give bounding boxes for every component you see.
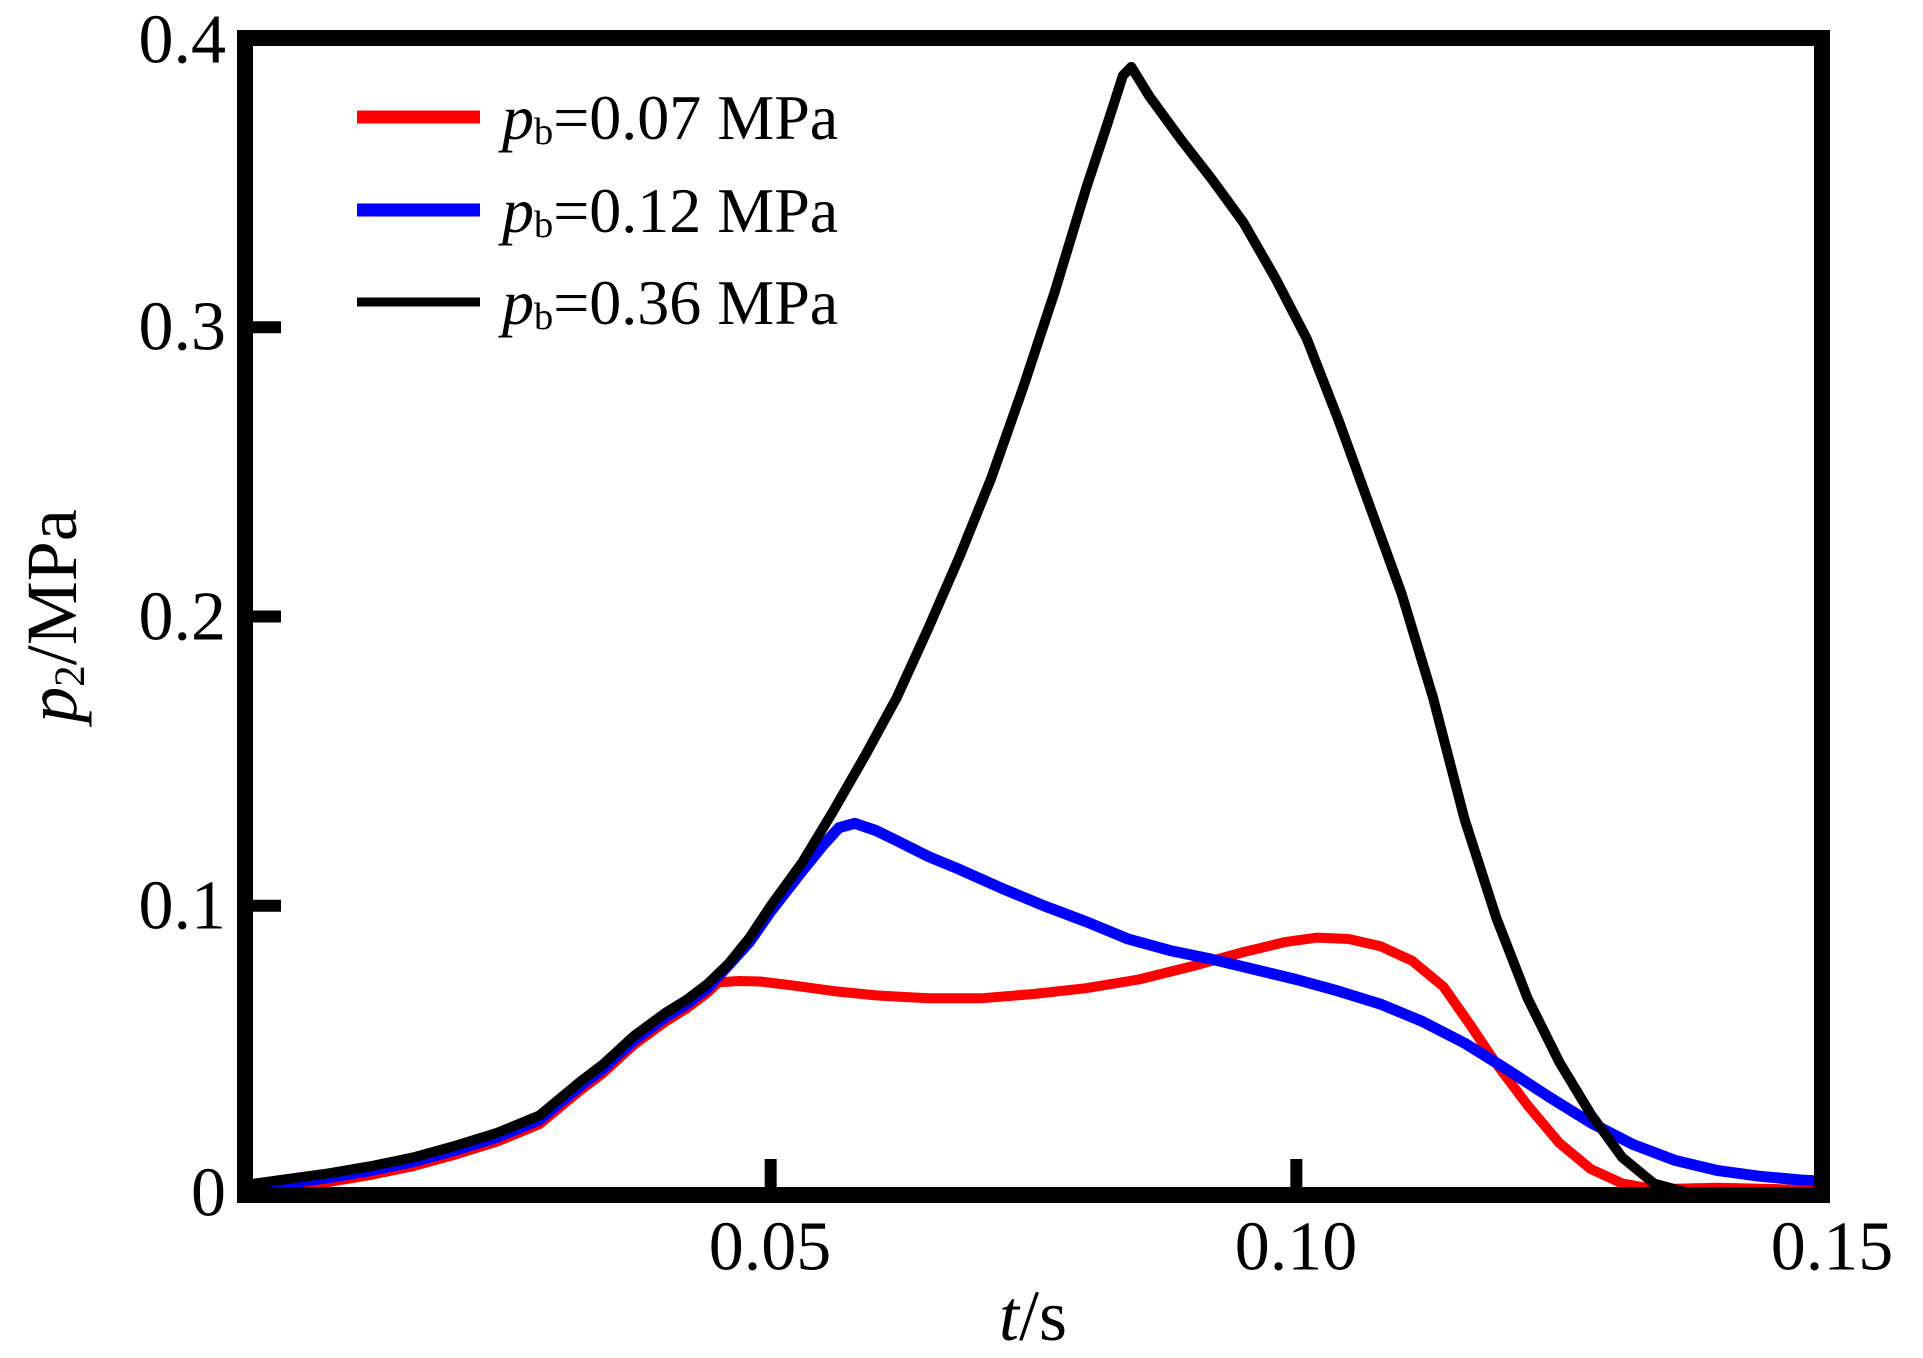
- y-tick-label-0.2: 0.2: [139, 579, 227, 656]
- y-tick-label-0.3: 0.3: [139, 289, 227, 366]
- legend-item-pb-0.12: pb=0.12 MPa: [357, 175, 838, 247]
- x-axis-title: t/s: [999, 1276, 1067, 1356]
- legend-item-pb-0.36: pb=0.36 MPa: [357, 267, 838, 339]
- y-tick-label-0.4: 0.4: [139, 2, 227, 79]
- legend-item-pb-0.07: pb=0.07 MPa: [357, 82, 838, 154]
- tick-marks: [252, 321, 1303, 1188]
- series-line-pb-0.07: [240, 932, 1827, 1199]
- y-tick-label-0.1: 0.1: [139, 868, 227, 945]
- y-axis-title: p2/MPa: [12, 509, 94, 728]
- legend: pb=0.07 MPa pb=0.12 MPa pb=0.36 MPa: [357, 82, 838, 339]
- x-tick-label-0.10: 0.10: [1235, 1209, 1358, 1286]
- legend-label: pb=0.36 MPa: [498, 267, 838, 339]
- plot-frame: [237, 30, 1830, 1203]
- x-tick-label-0.15: 0.15: [1771, 1209, 1894, 1286]
- y-tick-labels: 0 0.1 0.2 0.3 0.4: [139, 2, 227, 1232]
- y-tick-label-0: 0: [191, 1155, 226, 1232]
- series-line-pb-0.36: [240, 61, 1827, 1198]
- legend-label: pb=0.07 MPa: [498, 82, 838, 154]
- x-tick-label-0.05: 0.05: [709, 1209, 832, 1286]
- x-tick-labels: 0.05 0.10 0.15: [709, 1209, 1894, 1286]
- plot-series: [239, 61, 1828, 1199]
- legend-label: pb=0.12 MPa: [498, 175, 838, 247]
